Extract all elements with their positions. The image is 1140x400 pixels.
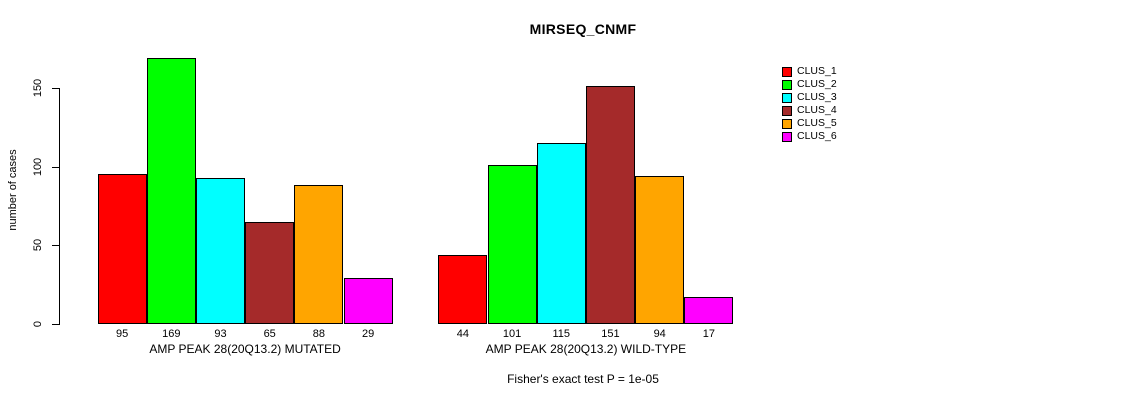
group-label: AMP PEAK 28(20Q13.2) MUTATED bbox=[149, 342, 341, 356]
bar-value-label: 65 bbox=[263, 328, 276, 340]
bar-value-label: 151 bbox=[601, 328, 620, 340]
bar-clus_6 bbox=[343, 278, 393, 324]
y-tick-label: 100 bbox=[32, 157, 44, 176]
bar-clus_4 bbox=[245, 221, 295, 324]
legend-label: CLUS_3 bbox=[797, 91, 837, 103]
bar-value-label: 17 bbox=[702, 328, 716, 340]
legend-color-swatch bbox=[782, 105, 792, 116]
legend-label: CLUS_4 bbox=[797, 104, 837, 116]
bar-value-label: 101 bbox=[502, 328, 522, 340]
group-label: AMP PEAK 28(20Q13.2) WILD-TYPE bbox=[485, 342, 687, 356]
legend-item-clus_1: CLUS_1 bbox=[782, 65, 837, 78]
legend-color-swatch bbox=[782, 66, 792, 77]
bar-clus_1 bbox=[438, 254, 488, 324]
bar-value-label: 29 bbox=[361, 328, 375, 340]
bar-clus_5 bbox=[294, 185, 344, 324]
bar-clus_5 bbox=[635, 176, 685, 324]
bar-value-label: 115 bbox=[552, 328, 571, 340]
bar-clus_3 bbox=[536, 142, 586, 324]
legend-color-swatch bbox=[782, 131, 792, 142]
legend-color-swatch bbox=[782, 118, 792, 129]
y-tick-mark bbox=[52, 166, 59, 168]
y-axis-line bbox=[59, 88, 60, 325]
bar-value-label: 94 bbox=[653, 328, 666, 340]
y-tick-label: 50 bbox=[32, 239, 44, 252]
legend-item-clus_2: CLUS_2 bbox=[782, 78, 837, 91]
bar-clus_6 bbox=[684, 297, 734, 324]
bar-value-label: 44 bbox=[456, 328, 470, 340]
fisher-test-note: Fisher's exact test P = 1e-05 bbox=[507, 372, 659, 386]
y-tick-mark bbox=[52, 324, 59, 325]
legend-label: CLUS_5 bbox=[797, 117, 837, 129]
legend-color-swatch bbox=[782, 79, 792, 90]
chart-title: MIRSEQ_CNMF bbox=[529, 21, 637, 37]
legend-label: CLUS_2 bbox=[797, 78, 837, 90]
y-tick-mark bbox=[52, 245, 59, 247]
bar-clus_1 bbox=[97, 174, 147, 324]
legend: CLUS_1 CLUS_2 CLUS_3 CLUS_4 CLUS_5 CLUS_6 bbox=[782, 65, 837, 143]
bar-value-label: 93 bbox=[214, 328, 227, 340]
bar-clus_2 bbox=[146, 57, 196, 324]
legend-label: CLUS_1 bbox=[797, 65, 837, 77]
legend-label: CLUS_6 bbox=[797, 130, 837, 142]
bar-value-label: 169 bbox=[162, 328, 181, 340]
y-tick-mark bbox=[52, 87, 59, 89]
legend-color-swatch bbox=[782, 92, 792, 103]
y-axis-label: number of cases bbox=[7, 149, 19, 231]
y-tick-label: 0 bbox=[32, 320, 44, 328]
bar-value-label: 95 bbox=[115, 328, 129, 340]
bar-value-label: 88 bbox=[312, 328, 326, 340]
legend-item-clus_3: CLUS_3 bbox=[782, 91, 837, 104]
bar-clus_4 bbox=[585, 86, 636, 324]
y-tick-label: 150 bbox=[32, 78, 44, 98]
bar-clus_3 bbox=[195, 177, 246, 324]
legend-item-clus_5: CLUS_5 bbox=[782, 117, 837, 130]
bar-clus_2 bbox=[487, 165, 537, 324]
legend-item-clus_6: CLUS_6 bbox=[782, 130, 837, 143]
legend-item-clus_4: CLUS_4 bbox=[782, 104, 837, 117]
